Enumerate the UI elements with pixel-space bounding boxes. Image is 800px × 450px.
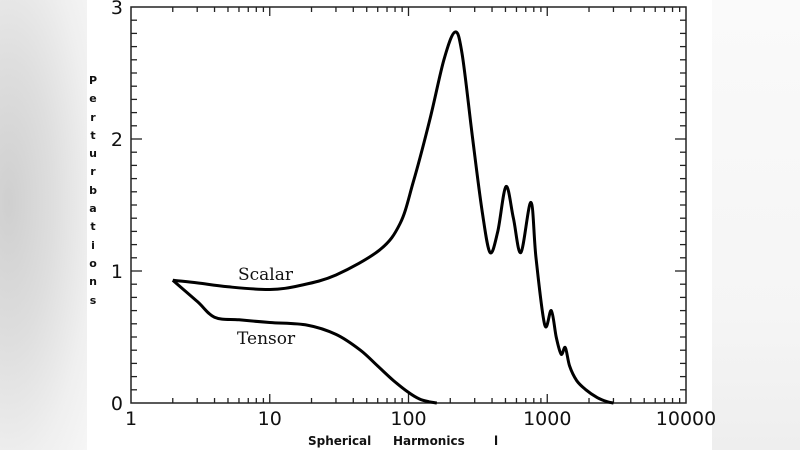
plot-frame bbox=[130, 6, 687, 404]
y-axis-label-letter: r bbox=[90, 110, 96, 124]
y-axis-label-letter: o bbox=[89, 256, 97, 270]
y-tick-label: 2 bbox=[111, 129, 123, 151]
y-axis-label-letter: u bbox=[89, 147, 97, 161]
x-tick-label: 10 bbox=[258, 408, 282, 430]
y-axis-label-letter: a bbox=[89, 202, 97, 216]
y-axis-label-letter: t bbox=[90, 220, 96, 234]
x-tick-label: 100 bbox=[390, 408, 426, 430]
y-axis-label-letter: r bbox=[90, 165, 96, 179]
y-axis-label-letter: t bbox=[90, 128, 96, 142]
y-axis-label-letter: n bbox=[89, 275, 97, 289]
y-axis-label-letter: s bbox=[89, 293, 97, 307]
y-tick-label: 1 bbox=[111, 261, 123, 283]
scalar-curve bbox=[172, 30, 614, 405]
x-tick-label: 10000 bbox=[656, 408, 716, 430]
x-tick-label: 1000 bbox=[523, 408, 571, 430]
left-blurred-background bbox=[0, 0, 87, 450]
x-tick-label: 1 bbox=[125, 408, 137, 430]
axis-ticks bbox=[131, 7, 686, 403]
tensor-label: Tensor bbox=[237, 329, 296, 349]
x-axis-label-spherical: Spherical bbox=[308, 434, 371, 448]
y-axis-label-letter: i bbox=[91, 238, 95, 252]
tensor-curve bbox=[171, 279, 438, 405]
x-axis-label-harmonics: Harmonics bbox=[393, 434, 465, 448]
y-axis-label-letter: b bbox=[89, 183, 97, 197]
y-axis-label-letter: e bbox=[89, 92, 97, 106]
y-tick-label: 3 bbox=[111, 0, 123, 19]
scalar-label: Scalar bbox=[238, 265, 294, 285]
y-axis-label-letter: P bbox=[88, 74, 98, 87]
y-tick-label: 0 bbox=[111, 393, 123, 415]
right-blurred-background bbox=[712, 0, 800, 450]
x-axis-label-l: l bbox=[494, 434, 498, 448]
